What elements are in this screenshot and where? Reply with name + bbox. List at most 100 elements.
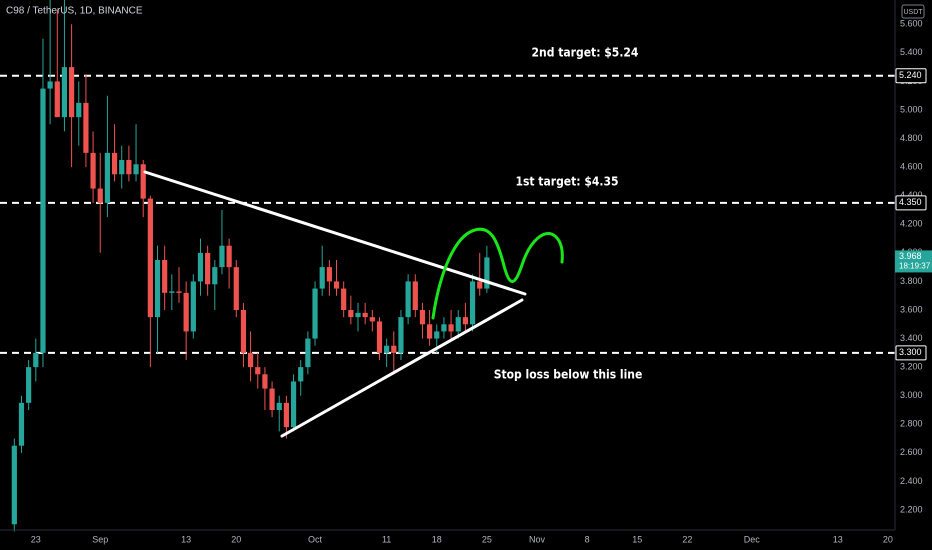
x-tick-label: 15 [632,534,642,544]
candle-body [441,324,447,332]
candle-body [40,88,46,353]
x-tick-label: 22 [682,534,692,544]
candle-body [355,312,361,318]
candle-body [47,81,53,89]
candle-body [255,367,261,375]
candle-body [376,321,383,353]
candle-body [97,188,103,203]
x-tick-label: Oct [308,534,323,544]
candle-body [169,291,175,293]
candle-body [398,317,404,353]
candle-body [219,245,225,268]
candle-body [18,402,25,446]
candle-body [269,388,275,410]
candle-body [147,198,153,318]
candle-body [391,345,397,353]
x-tick-label: 8 [585,534,590,544]
x-tick-label: 20 [883,534,893,544]
candle-body [76,102,82,118]
candle-body [226,245,232,268]
candle-body [133,164,139,175]
x-tick-label: 23 [31,534,41,544]
triangle-upper [143,170,527,296]
candle-body [369,317,375,322]
candle-body [83,102,89,153]
last-price-box [895,250,932,273]
candle-body [61,67,68,118]
candle-body [384,345,390,353]
candle-body [11,445,17,525]
x-tick-label: 11 [382,534,391,544]
candle-body [248,352,254,368]
candle-body [140,164,146,199]
y-tick-label: 4.200 [900,219,923,229]
candle-body [205,252,211,285]
candle-body [326,267,332,282]
candle-body [290,381,297,428]
x-tick-label: 18 [432,534,442,544]
candle-body [126,160,132,175]
y-tick-label: 3.000 [900,390,923,400]
level-note: Stop loss below this line [494,368,643,382]
candle-body [233,267,239,310]
level-label: 5.240 [899,70,922,80]
candle-body [162,260,168,293]
level-note: 2nd target: $5.24 [532,46,639,60]
x-tick-label: 20 [231,534,241,544]
candle-body [104,152,110,203]
y-tick-label: 4.800 [900,133,923,143]
candle-body [319,267,325,289]
currency: USDT [903,9,923,16]
candle-body [176,291,182,293]
candle-body [455,317,461,332]
candle-body [427,324,433,339]
candle-body [341,288,347,310]
candle-body [283,402,289,428]
candle-body [240,310,247,353]
candle-body [33,352,39,368]
y-tick-label: 5.600 [900,19,923,29]
candle-body [477,281,483,289]
level-label-box [895,345,927,361]
candle-body [190,281,196,332]
candle-body [462,317,468,325]
y-tick-label: 2.800 [900,419,923,429]
x-tick-label: 13 [181,534,191,544]
level-label-box [895,195,927,211]
x-tick-label: Nov [529,534,546,544]
candle-body [434,331,440,339]
candle-body [111,152,118,175]
candle-body [298,367,304,382]
x-tick-label: 25 [482,534,492,544]
candle-body [212,267,218,285]
triangle-lower [280,298,524,438]
candle-body [412,281,418,310]
y-tick-label: 5.000 [900,104,923,114]
candle-body [469,281,476,325]
x-axis: 23 Sep 13 20 Oct 11 18 25 Nov 8 15 22 Dec 13 20 [31,534,893,544]
countdown-label: 18:19:37 [899,262,931,271]
level-label: 4.350 [899,197,922,207]
candle-body [119,160,125,175]
candle-body [262,374,268,389]
candle-body [362,312,368,318]
x-tick-label: 13 [833,534,843,544]
candle-body [90,152,96,189]
y-tick-label: 3.400 [900,333,923,343]
candle-body [419,310,426,325]
candle-body [276,402,282,410]
candle-body [69,67,75,118]
drawings [143,170,564,438]
y-tick-label: 5.400 [900,47,923,57]
candle-body [183,292,189,332]
candle-body [405,281,411,318]
x-tick-label: Dec [744,534,761,544]
candle-body [305,338,311,368]
candle-body [484,257,490,289]
candles [11,0,490,532]
chart-title: C98 / TetherUS, 1D, BINANCE [6,6,143,17]
price-axis [895,0,932,550]
level-label-box [895,68,927,84]
